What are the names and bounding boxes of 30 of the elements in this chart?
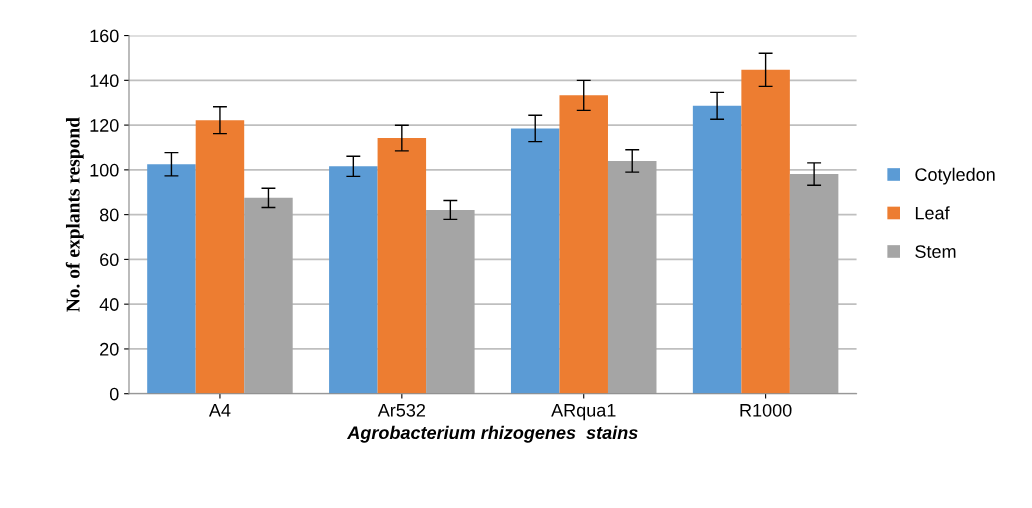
y-tick-label: 40 xyxy=(99,298,119,311)
bar xyxy=(147,164,196,394)
y-tick-label: 80 xyxy=(99,208,119,222)
y-tick-label: 100 xyxy=(90,163,119,177)
y-axis-title: No. of explants respond xyxy=(65,117,84,312)
y-tick-label: 140 xyxy=(90,74,119,88)
y-tick-label: 20 xyxy=(100,342,119,356)
y-tick-label: 160 xyxy=(90,29,119,43)
bar xyxy=(741,69,790,394)
legend-label: Cotyledon xyxy=(915,167,995,185)
bar xyxy=(692,105,742,394)
x-tick-label: Ar532 xyxy=(377,403,426,417)
y-tick-label: 0 xyxy=(109,387,119,401)
y-tick-label: 60 xyxy=(100,253,119,267)
bar xyxy=(426,209,475,394)
bar xyxy=(329,166,378,394)
legend-label: Leaf xyxy=(915,206,950,220)
bar xyxy=(377,138,427,394)
bar xyxy=(510,128,560,394)
x-axis-title: Agrobacterium rhizogenes stains xyxy=(346,425,638,443)
legend-label: Stem xyxy=(915,245,956,258)
bar xyxy=(195,120,245,394)
bar xyxy=(559,95,608,394)
bar xyxy=(789,174,839,394)
bar xyxy=(244,197,293,394)
x-tick-label: A4 xyxy=(208,404,231,417)
bar xyxy=(607,160,657,394)
x-tick-label: ARqua1 xyxy=(551,404,616,421)
y-tick-label: 120 xyxy=(90,119,119,132)
x-tick-label: R1000 xyxy=(740,403,792,417)
